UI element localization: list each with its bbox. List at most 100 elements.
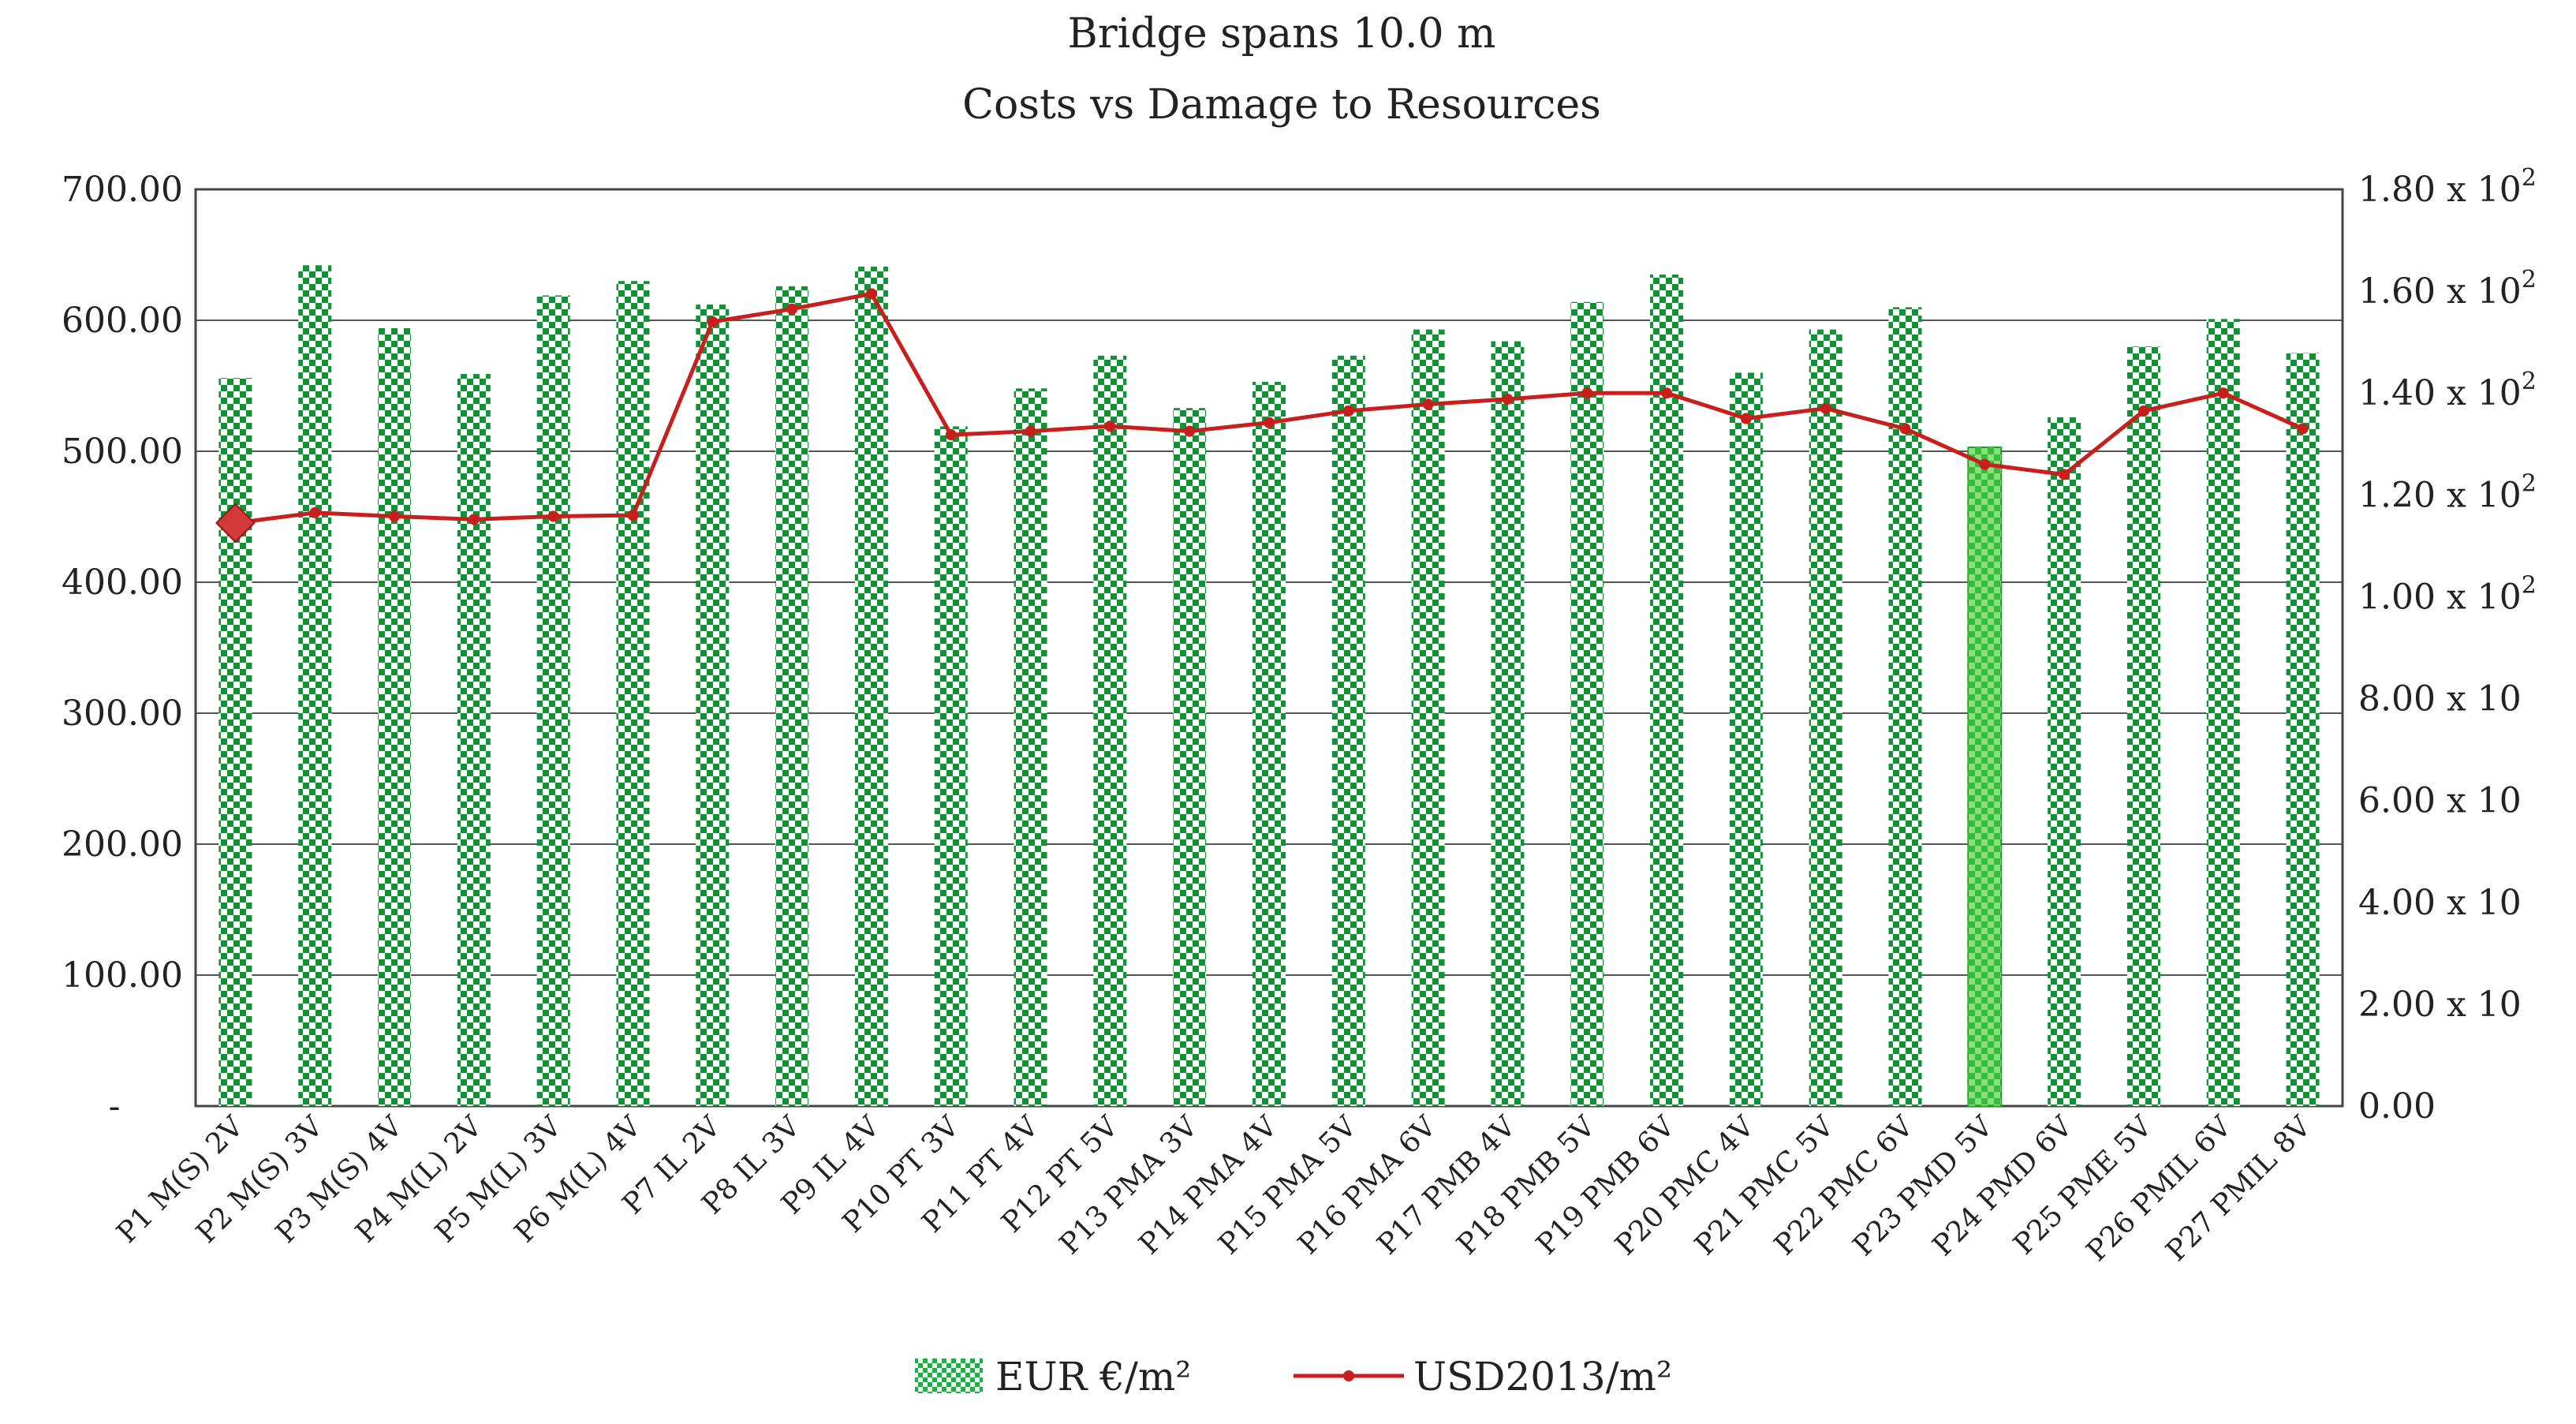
y-left-tick-label: 700.00 (62, 170, 183, 210)
point-usd (1899, 423, 1911, 435)
x-tick-label: P24 PMD 6V (1927, 1110, 2080, 1263)
point-usd (1661, 387, 1673, 399)
x-tick-label: P25 PME 5V (2007, 1110, 2159, 1261)
chart-subtitle: Costs vs Damage to Resources (962, 81, 1601, 129)
y-left-tick-label: - (109, 1086, 121, 1127)
x-tick-label: P27 PMIL 8V (2160, 1110, 2318, 1268)
bar-eur (1093, 355, 1127, 1106)
bar-eur (934, 426, 968, 1106)
bar-eur (1331, 355, 1365, 1106)
point-usd (1820, 402, 1831, 414)
x-tick-label: P16 PMA 6V (1292, 1110, 1443, 1261)
bar-eur (616, 281, 650, 1107)
bar-eur (1650, 274, 1684, 1106)
x-tick-label: P26 PMIL 6V (2081, 1110, 2238, 1268)
x-tick-label: P22 PMC 6V (1768, 1110, 1921, 1262)
point-usd (1979, 458, 1991, 470)
bar-eur (1570, 301, 1604, 1106)
y-right-tick-label: 1.80 x 102 (2358, 164, 2537, 210)
bar-eur (536, 295, 570, 1107)
chart-title: Bridge spans 10.0 m (1068, 10, 1496, 58)
point-usd (707, 316, 719, 327)
y-right-tick-label: 0.00 (2358, 1086, 2436, 1127)
x-tick-label: P19 PMB 6V (1530, 1110, 1682, 1261)
bar-eur (2206, 319, 2240, 1107)
bar-eur-highlight-texture (1968, 447, 2002, 1106)
x-tick-label: P21 PMC 5V (1689, 1110, 1841, 1262)
y-left-tick-label: 500.00 (62, 432, 183, 472)
point-usd (2059, 469, 2070, 480)
point-usd (786, 303, 798, 315)
point-usd (2137, 405, 2149, 417)
point-usd (1104, 420, 1116, 432)
bar-eur (1173, 408, 1207, 1106)
bar-eur (457, 374, 491, 1106)
x-tick-label: P15 PMA 5V (1212, 1110, 1364, 1261)
bar-eur (854, 266, 888, 1107)
legend-label-eur: EUR €/m² (995, 1354, 1191, 1400)
point-usd (309, 506, 321, 518)
point-usd (547, 510, 559, 522)
x-tick-label: P14 PMA 4V (1133, 1110, 1285, 1261)
x-tick-label: P20 PMC 4V (1609, 1110, 1761, 1262)
point-usd (2297, 423, 2309, 435)
point-usd (1422, 398, 1434, 410)
left-axis: - 100.00 200.00 300.00 400.00 500.00 600.00 700… (62, 170, 183, 1127)
bar-eur (218, 378, 252, 1106)
x-tick-label: P13 PMA 3V (1054, 1110, 1205, 1261)
point-usd-highlight (215, 503, 256, 544)
x-tick-label: P17 PMB 4V (1372, 1110, 1523, 1261)
bar-eur (298, 265, 332, 1106)
legend-marker-usd (1343, 1370, 1354, 1381)
bar-eur (1888, 307, 1922, 1106)
bar-eur (2048, 417, 2081, 1106)
x-tick-label: P18 PMB 5V (1450, 1110, 1602, 1261)
point-usd (1502, 393, 1514, 405)
x-tick-label: P23 PMD 5V (1847, 1110, 2000, 1263)
y-right-tick-label: 1.20 x 102 (2358, 469, 2537, 515)
point-usd (1740, 413, 1752, 424)
bar-eur (1809, 329, 1842, 1106)
y-right-tick-label: 1.00 x 102 (2358, 571, 2537, 617)
point-usd (865, 288, 877, 300)
bar-eur (2126, 346, 2160, 1106)
point-usd (1581, 387, 1593, 399)
legend-label-usd: USD2013/m² (1413, 1354, 1672, 1400)
bar-eur (1411, 329, 1445, 1106)
y-right-tick-label: 1.60 x 102 (2358, 266, 2537, 312)
legend: EUR €/m² USD2013/m² (915, 1354, 1672, 1400)
y-right-tick-label: 6.00 x 10 (2358, 781, 2522, 821)
line-series (215, 288, 2309, 544)
bar-eur (1491, 341, 1525, 1106)
bar-eur (696, 305, 730, 1107)
y-left-tick-label: 200.00 (62, 824, 183, 865)
y-left-tick-label: 600.00 (62, 301, 183, 341)
legend-swatch-eur (915, 1359, 983, 1393)
y-left-tick-label: 100.00 (62, 955, 183, 996)
y-right-tick-label: 8.00 x 10 (2358, 679, 2522, 719)
bar-eur (2286, 353, 2320, 1106)
bar-eur (775, 286, 809, 1107)
y-left-tick-label: 400.00 (62, 562, 183, 603)
right-axis: 0.00 2.00 x 10 4.00 x 10 6.00 x 10 8.00 x 10… (2358, 164, 2537, 1127)
y-right-tick-label: 1.40 x 102 (2358, 368, 2537, 413)
point-usd (2217, 387, 2229, 399)
point-usd (389, 510, 401, 522)
y-left-tick-label: 300.00 (62, 693, 183, 734)
point-usd (945, 429, 957, 441)
point-usd (468, 514, 480, 525)
bar-eur (1014, 388, 1047, 1106)
bar-series (218, 265, 2320, 1107)
point-usd (1264, 417, 1275, 428)
point-usd (627, 510, 639, 521)
y-right-tick-label: 2.00 x 10 (2358, 985, 2522, 1025)
bar-eur (1729, 372, 1763, 1106)
y-right-tick-label: 4.00 x 10 (2358, 883, 2522, 923)
point-usd (1342, 405, 1354, 417)
bar-eur (378, 327, 412, 1107)
point-usd (1184, 425, 1196, 437)
bar-eur (1253, 382, 1286, 1106)
point-usd (1025, 425, 1036, 437)
